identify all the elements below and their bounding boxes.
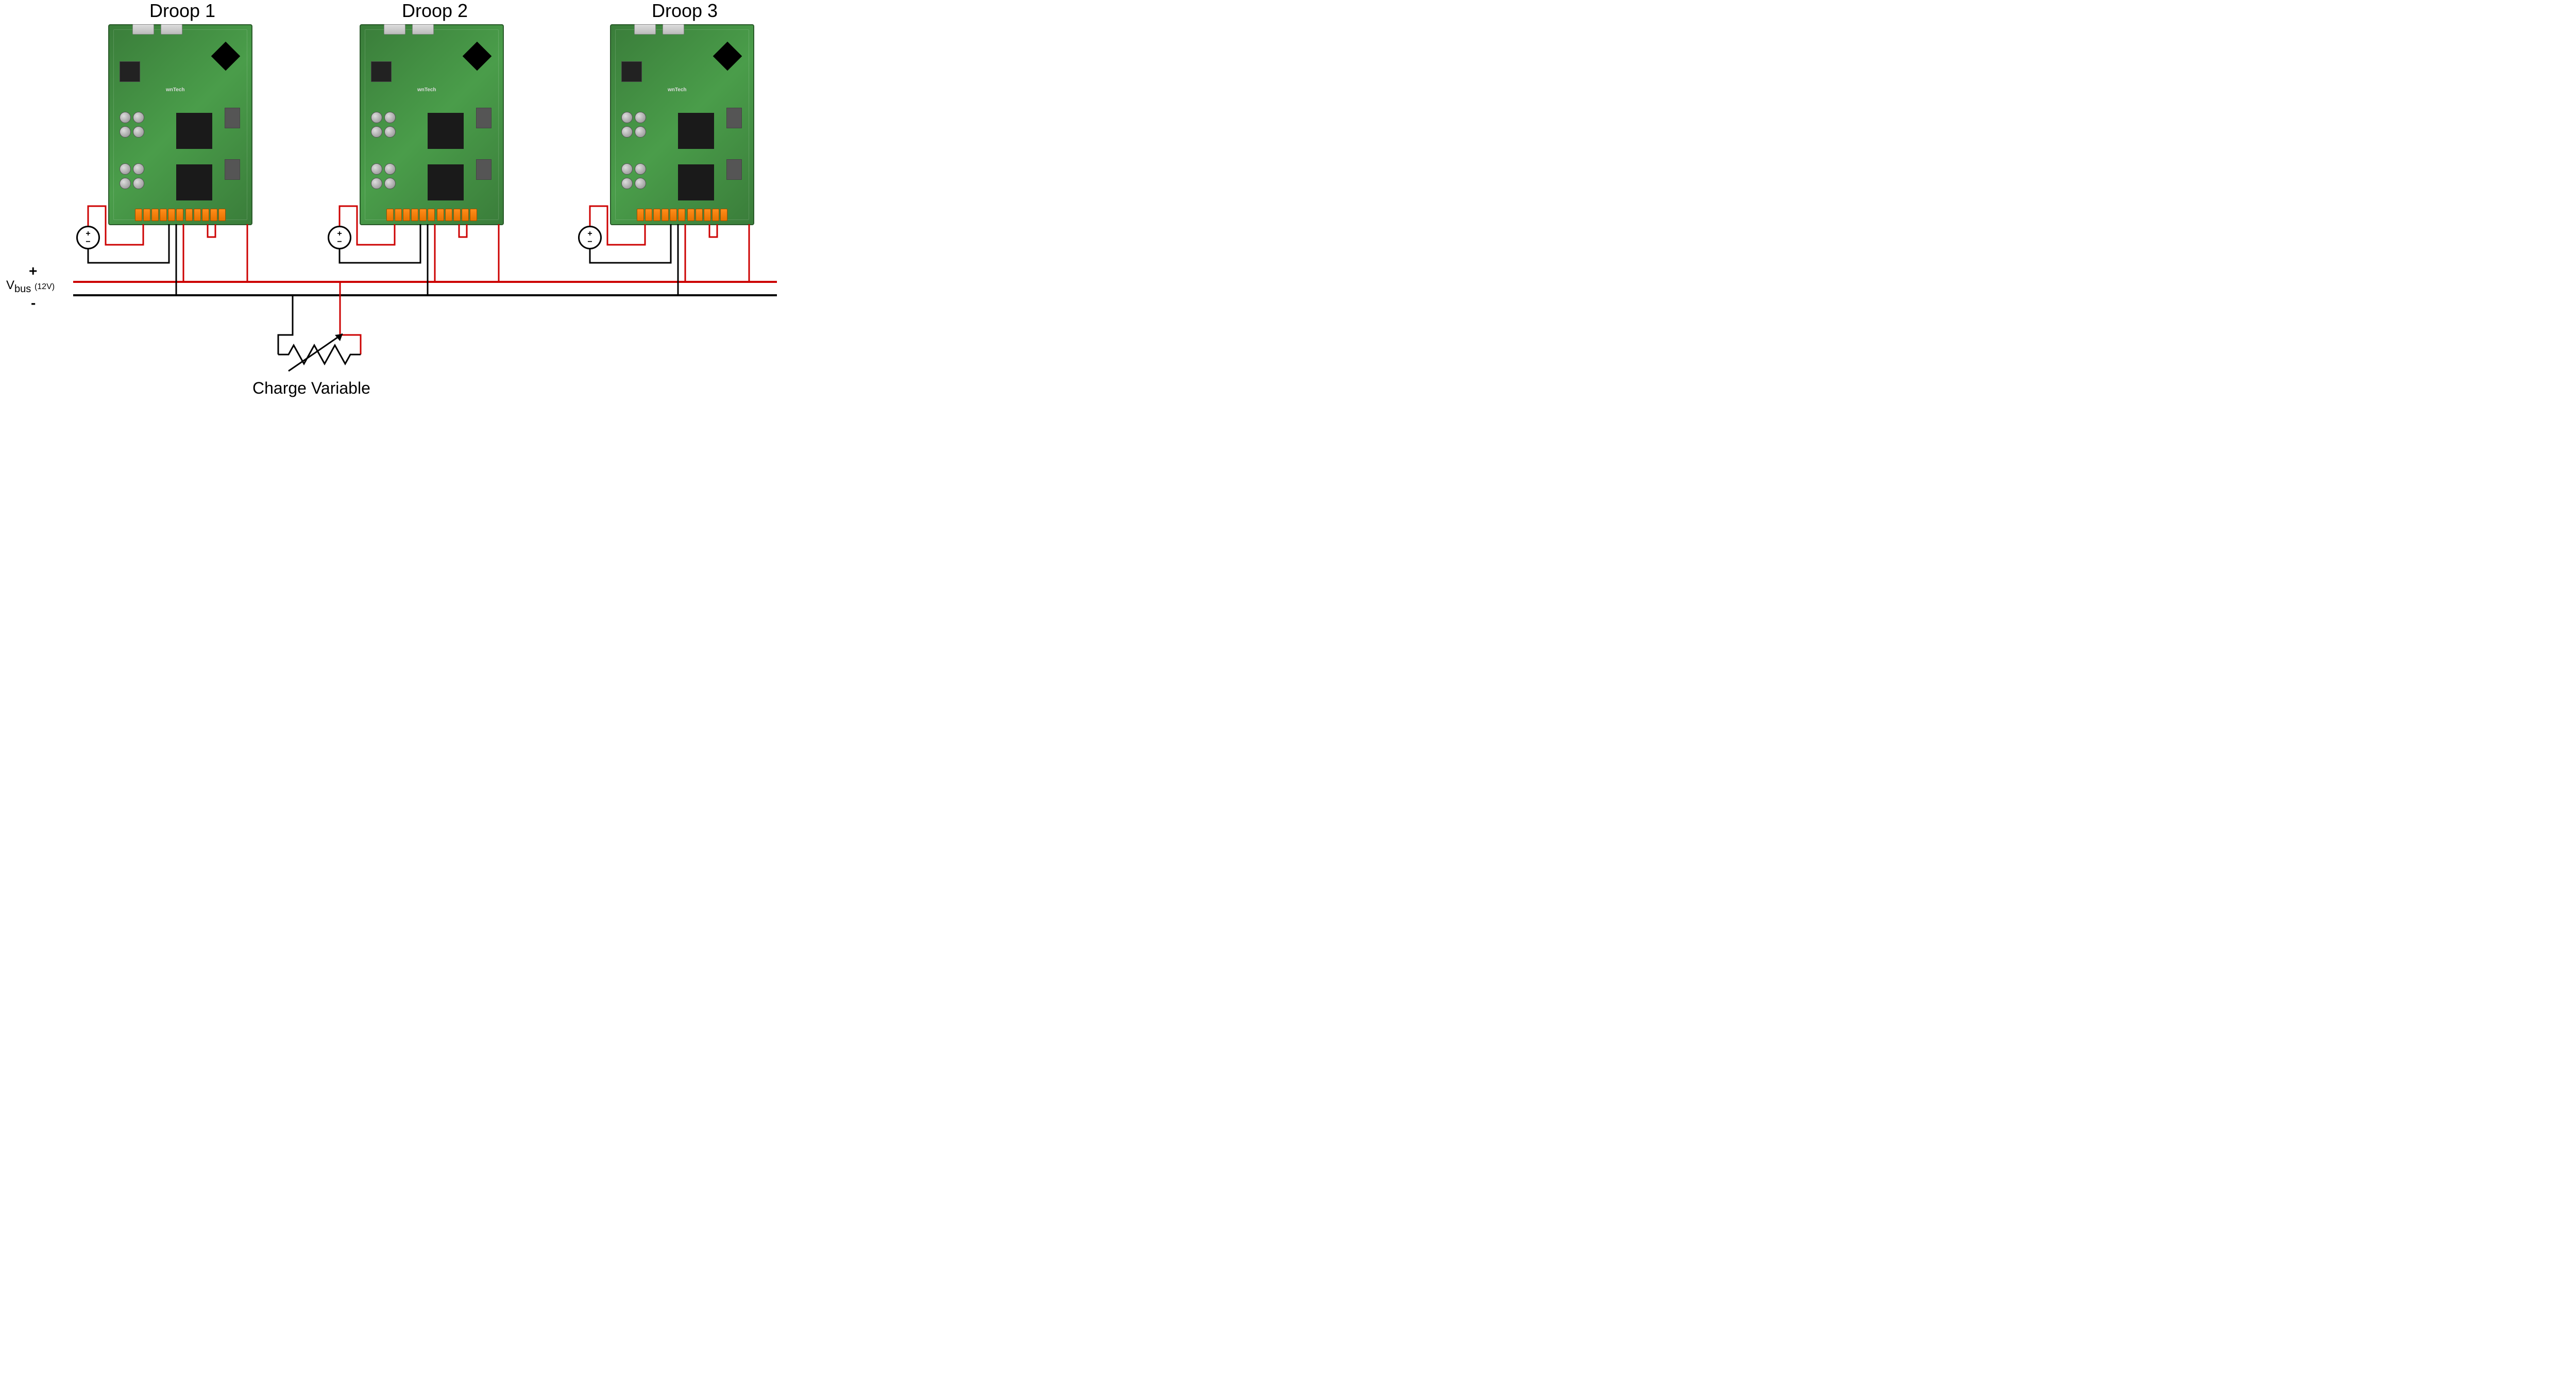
terminal-block-right — [437, 209, 477, 221]
terminal-block-right — [185, 209, 226, 221]
brand-label: wnTech — [417, 87, 436, 93]
terminal-block-left — [386, 209, 435, 221]
brand-label: wnTech — [166, 87, 184, 93]
pcb-board-1: wnTech — [108, 24, 252, 225]
board-label-3: Droop 3 — [652, 0, 718, 22]
brand-label: wnTech — [668, 87, 686, 93]
circuit-diagram: Droop 1 Droop 2 Droop 3 wnTech — [0, 0, 798, 405]
terminal-block-right — [687, 209, 727, 221]
terminal-block-left — [637, 209, 685, 221]
variable-resistor-icon — [278, 345, 361, 364]
chip-icon — [713, 42, 742, 71]
voltage-source-2 — [328, 226, 351, 249]
bus-label: Vbus (12V) — [6, 278, 55, 295]
voltage-source-1 — [76, 226, 100, 249]
board-label-2: Droop 2 — [402, 0, 468, 22]
bus-minus-sign: - — [31, 295, 36, 311]
terminal-block-left — [135, 209, 183, 221]
voltage-source-3 — [578, 226, 602, 249]
bus-plus-sign: + — [29, 263, 37, 279]
chip-icon — [463, 42, 492, 71]
chip-icon — [211, 42, 241, 71]
board-label-1: Droop 1 — [149, 0, 215, 22]
load-label: Charge Variable — [252, 379, 370, 398]
pcb-board-2: wnTech — [360, 24, 504, 225]
pcb-board-3: wnTech — [610, 24, 754, 225]
